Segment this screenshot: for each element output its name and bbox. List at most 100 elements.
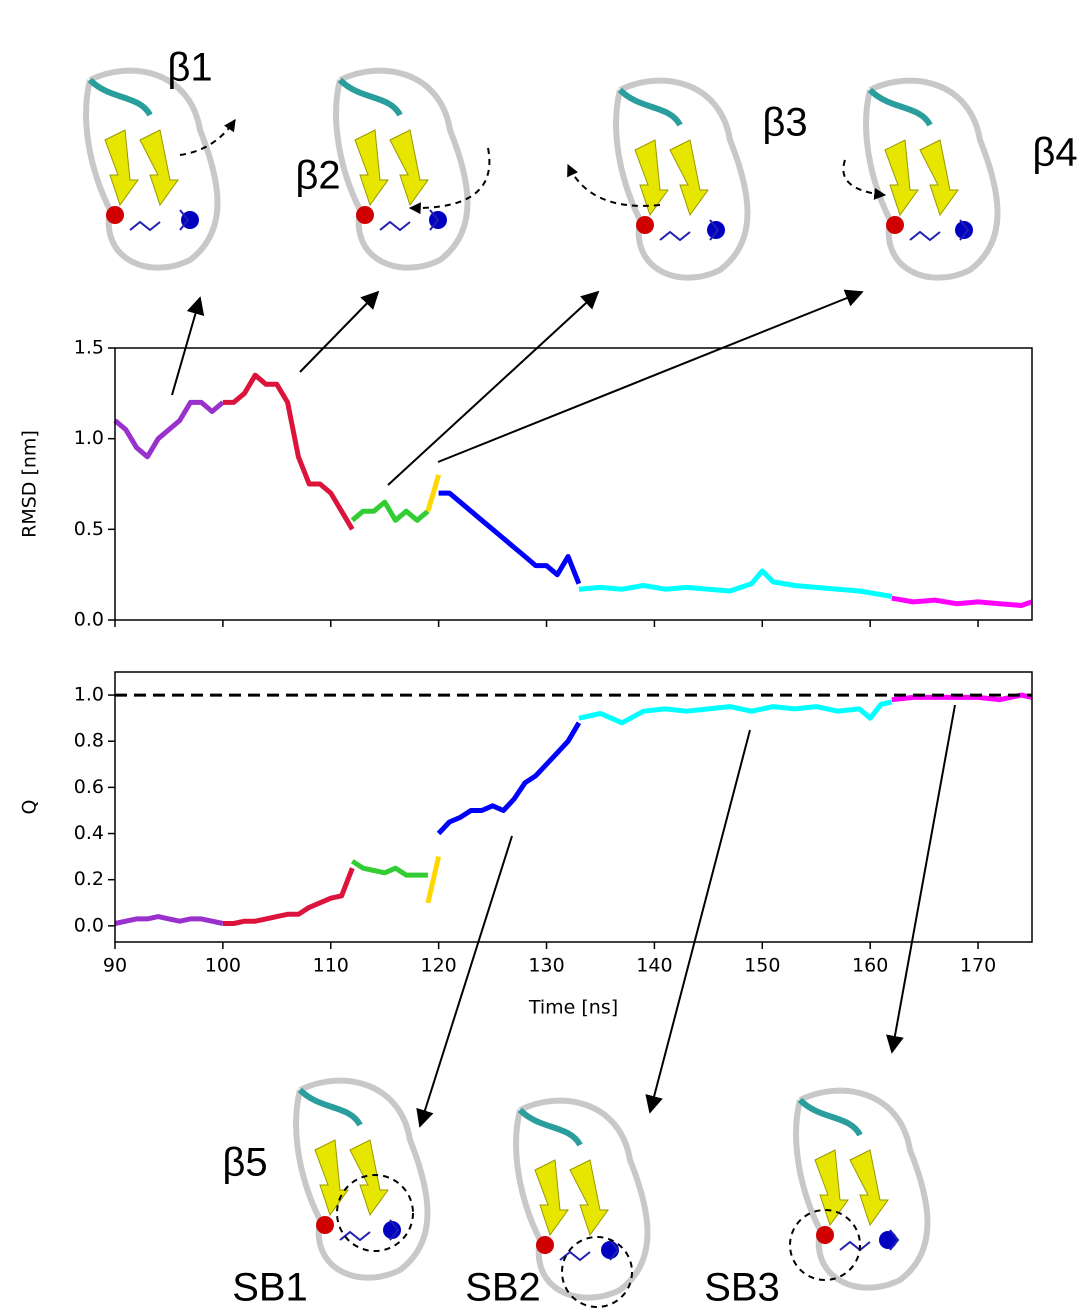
y-tick-label: 0.5	[74, 518, 104, 540]
x-tick-label: 140	[636, 955, 672, 977]
x-tick-label: 170	[960, 955, 996, 977]
strand	[849, 1149, 889, 1227]
protein	[613, 77, 751, 281]
coil	[613, 77, 751, 281]
protein	[863, 77, 1001, 281]
x-tick-label: 100	[205, 955, 241, 977]
y-axis-label: Q	[19, 800, 41, 815]
arrows	[171, 119, 956, 1308]
plot-frame	[114, 671, 1033, 943]
data-line	[222, 867, 355, 926]
data-line	[114, 914, 224, 926]
y-tick-label: 1.0	[74, 427, 104, 449]
structure-label: β1	[167, 46, 212, 90]
atom-red	[106, 206, 124, 224]
atom-red	[316, 1216, 334, 1234]
atom-red	[816, 1226, 834, 1244]
y-tick-label: 0.0	[74, 609, 104, 631]
coil	[333, 67, 471, 271]
strand	[534, 1159, 569, 1237]
chart: 0.0 0.2 0.4 0.6 0.8 1.0 90 100 110 120 130 140 150 16…	[19, 671, 1033, 1019]
coil-teal	[297, 1087, 363, 1127]
protein	[293, 1077, 431, 1281]
structure-label: β2	[295, 154, 340, 198]
strand	[669, 139, 709, 217]
coil-teal	[87, 77, 153, 117]
y-axis-label: RMSD [nm]	[19, 430, 41, 538]
structure-label: SB3	[704, 1266, 780, 1310]
coil-teal	[617, 87, 683, 127]
structures	[83, 67, 1001, 1301]
coil-teal	[517, 1107, 583, 1147]
atom-red	[356, 206, 374, 224]
chart: 0.0 0.5 1.0 1.5 RMSD [nm]	[19, 337, 1033, 631]
structure-label: β5	[222, 1141, 267, 1185]
atom-blue	[879, 1231, 897, 1249]
strand	[354, 129, 389, 207]
coil	[513, 1097, 651, 1301]
x-tick-label: 120	[421, 955, 457, 977]
y-tick-label: 1.0	[74, 684, 104, 706]
structure-label: β4	[1032, 131, 1077, 175]
y-tick-label: 0.0	[74, 914, 104, 936]
structure-label: β3	[762, 101, 807, 145]
structure-label: SB2	[465, 1266, 541, 1310]
x-tick-label: 150	[744, 955, 780, 977]
y-tick-label: 1.5	[74, 337, 104, 359]
coil-teal	[337, 77, 403, 117]
plot-frame	[114, 347, 1033, 621]
sidechain	[339, 1219, 400, 1242]
strand	[104, 129, 139, 207]
strand	[139, 129, 179, 207]
x-tick-label: 130	[528, 955, 564, 977]
structure-label: SB1	[232, 1266, 308, 1310]
strand	[569, 1159, 609, 1237]
x-tick-label: 90	[103, 955, 127, 977]
x-tick-label: 110	[313, 955, 349, 977]
atom-blue	[955, 221, 973, 239]
coil-teal	[797, 1097, 863, 1137]
data-line	[350, 859, 428, 878]
coil	[83, 67, 221, 271]
strand	[634, 139, 669, 217]
sidechain	[909, 219, 970, 242]
data-line	[113, 399, 225, 460]
data-line	[436, 721, 582, 836]
protein	[513, 1097, 651, 1301]
strand	[349, 1139, 389, 1217]
protein	[83, 67, 221, 271]
y-tick-label: 0.4	[74, 822, 104, 844]
y-tick-label: 0.8	[74, 730, 104, 752]
strand	[389, 129, 429, 207]
data-line	[438, 490, 582, 585]
protein	[333, 67, 471, 271]
protein	[793, 1087, 931, 1291]
atom-red	[886, 216, 904, 234]
strand	[314, 1139, 349, 1217]
data-line	[578, 699, 893, 726]
data-line	[891, 595, 1033, 608]
coil	[793, 1087, 931, 1291]
atom-red	[536, 1236, 554, 1254]
atom-blue	[383, 1221, 401, 1239]
y-tick-label: 0.6	[74, 776, 104, 798]
data-line	[222, 372, 355, 531]
sidechain	[659, 219, 720, 242]
data-line	[578, 568, 893, 599]
data-line	[425, 474, 442, 512]
sidechain	[839, 1229, 900, 1252]
atom-red	[636, 216, 654, 234]
atom-blue	[707, 221, 725, 239]
coil-teal	[867, 87, 933, 127]
coil	[293, 1077, 431, 1281]
x-axis-label: Time [ns]	[528, 997, 618, 1019]
y-tick-label: 0.2	[74, 868, 104, 890]
atom-blue	[601, 1241, 619, 1259]
strand	[814, 1149, 849, 1227]
strand	[884, 139, 919, 217]
coil	[863, 77, 1001, 281]
data-line	[350, 499, 430, 523]
sidechain	[379, 209, 440, 232]
strand	[919, 139, 959, 217]
